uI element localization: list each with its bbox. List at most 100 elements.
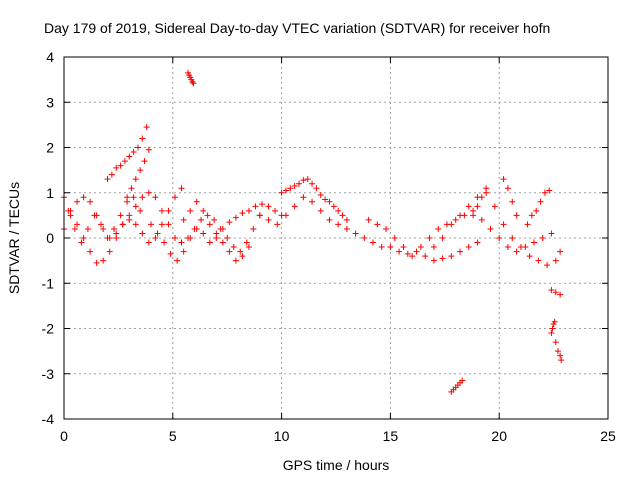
data-point [132, 203, 139, 210]
data-point [478, 216, 485, 223]
data-point [93, 259, 100, 266]
data-point [243, 239, 250, 246]
data-point [200, 207, 207, 214]
data-point [396, 248, 403, 255]
series-rise-1 [104, 124, 150, 183]
data-point [546, 187, 553, 194]
data-point [537, 198, 544, 205]
data-point [361, 235, 368, 241]
data-point [557, 291, 564, 298]
data-point [291, 203, 298, 210]
data-point [226, 219, 233, 226]
data-point [132, 176, 139, 183]
data-point [145, 146, 152, 153]
data-point [139, 194, 146, 201]
x-tick-label: 0 [60, 428, 68, 444]
data-point [557, 248, 564, 255]
data-point [265, 203, 272, 210]
data-point [252, 203, 259, 210]
data-point [365, 216, 372, 223]
data-point [524, 221, 531, 228]
data-point [111, 225, 118, 232]
data-point [74, 198, 81, 205]
x-tick-label: 20 [491, 428, 507, 444]
data-point [554, 348, 561, 355]
data-point [322, 196, 329, 203]
y-axis-label: SDTVAR / TECUs [6, 182, 22, 294]
data-point [87, 248, 94, 255]
y-tick-label: 0 [46, 230, 54, 246]
data-point [474, 239, 481, 246]
data-point [226, 248, 233, 255]
data-point [180, 248, 187, 255]
data-point [193, 198, 200, 205]
data-point [274, 221, 281, 228]
data-point [278, 189, 285, 196]
data-point [478, 194, 485, 201]
series-top-cluster [185, 69, 197, 87]
y-tick-label: 3 [46, 94, 54, 110]
data-point [167, 250, 174, 257]
data-point [552, 339, 559, 346]
series-fall-22 [548, 318, 565, 364]
data-point [206, 221, 213, 228]
series-late-track-2 [430, 189, 559, 269]
data-point [239, 253, 246, 260]
data-point [65, 207, 72, 214]
data-point [317, 192, 324, 199]
data-point [130, 194, 137, 201]
data-point [457, 212, 464, 219]
data-point [552, 289, 559, 296]
y-tick-label: -2 [42, 321, 55, 337]
data-point [137, 167, 144, 174]
data-point [343, 225, 350, 232]
data-point [417, 244, 424, 251]
data-point [487, 225, 494, 232]
y-tick-label: -4 [42, 411, 55, 427]
data-point [439, 235, 446, 241]
data-point [326, 198, 333, 205]
data-point [558, 357, 565, 364]
data-point [528, 212, 535, 219]
data-point [374, 221, 381, 228]
y-tick-label: -1 [42, 275, 55, 291]
data-point [104, 176, 111, 183]
data-point [189, 78, 196, 85]
data-point [232, 257, 239, 264]
data-point [452, 216, 459, 223]
series-peak-11 [278, 176, 350, 223]
series-low-cluster [448, 377, 466, 395]
data-point [400, 244, 407, 251]
data-point [206, 239, 213, 246]
data-point [121, 158, 128, 165]
data-point [296, 180, 303, 187]
grid [64, 57, 608, 419]
series-spike-21 [524, 187, 553, 228]
data-point [470, 212, 477, 219]
data-point [552, 257, 559, 264]
data-point [535, 257, 542, 264]
data-point [165, 221, 172, 228]
data-point [544, 262, 551, 269]
y-tick-label: -3 [42, 366, 55, 382]
data-point [404, 250, 411, 257]
data-point [504, 185, 511, 192]
data-point [509, 198, 516, 205]
data-point [219, 225, 226, 232]
data-point [139, 230, 146, 237]
data-point [549, 325, 556, 332]
y-tick-label: 2 [46, 140, 54, 156]
ticks: 0 5 10 15 20 25 -4 -3 -2 -1 0 1 2 3 4 [42, 49, 616, 444]
data-point [178, 239, 185, 246]
data-point [465, 203, 472, 210]
data-point [496, 235, 503, 241]
data-point [117, 162, 124, 169]
data-point [158, 221, 165, 228]
data-point [134, 144, 141, 151]
data-point [513, 248, 520, 255]
data-point [391, 235, 398, 241]
data-point [422, 253, 429, 260]
data-point [71, 225, 78, 232]
y-tick-label: 1 [46, 185, 54, 201]
data-point [232, 214, 239, 221]
